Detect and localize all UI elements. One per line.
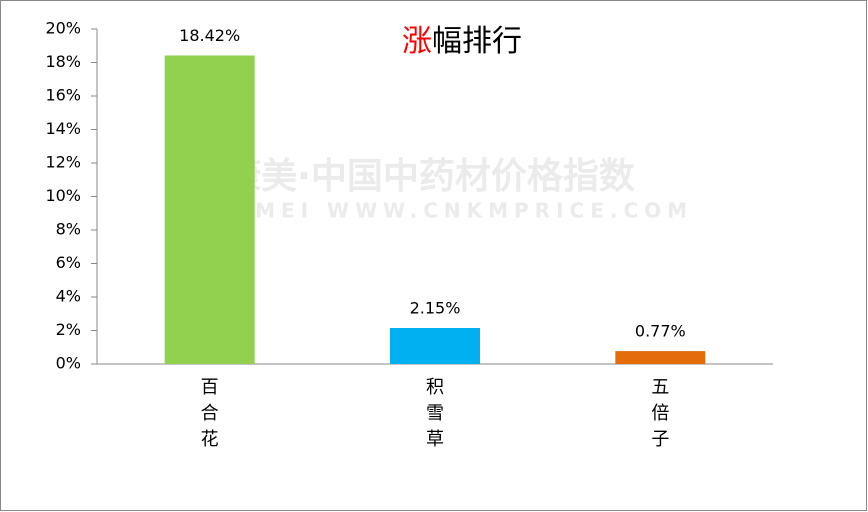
y-tick-label: 16% — [45, 86, 81, 105]
bar — [390, 327, 480, 364]
value-label: 18.42% — [179, 26, 240, 45]
value-label: 2.15% — [410, 298, 461, 317]
y-tick-label: 2% — [56, 320, 81, 339]
value-label: 0.77% — [635, 322, 686, 341]
bar — [164, 55, 255, 365]
watermark: 康美·中国中药材价格指数 — [225, 155, 635, 197]
y-tick-label: 6% — [56, 253, 81, 272]
y-tick-label: 20% — [45, 19, 81, 38]
y-tick-label: 8% — [56, 220, 81, 239]
chart-title: 涨幅排行 — [402, 24, 522, 59]
x-tick-label: 积雪草 — [426, 377, 444, 450]
bar — [615, 351, 706, 364]
y-tick-label: 12% — [45, 153, 81, 172]
y-tick-label: 4% — [56, 287, 81, 306]
y-tick-label: 0% — [56, 354, 81, 373]
x-tick-label: 百合花 — [201, 377, 219, 450]
y-tick-label: 10% — [45, 186, 81, 205]
x-tick-label: 五倍子 — [651, 377, 669, 450]
y-tick-label: 14% — [45, 119, 81, 138]
y-tick-label: 18% — [45, 52, 81, 71]
